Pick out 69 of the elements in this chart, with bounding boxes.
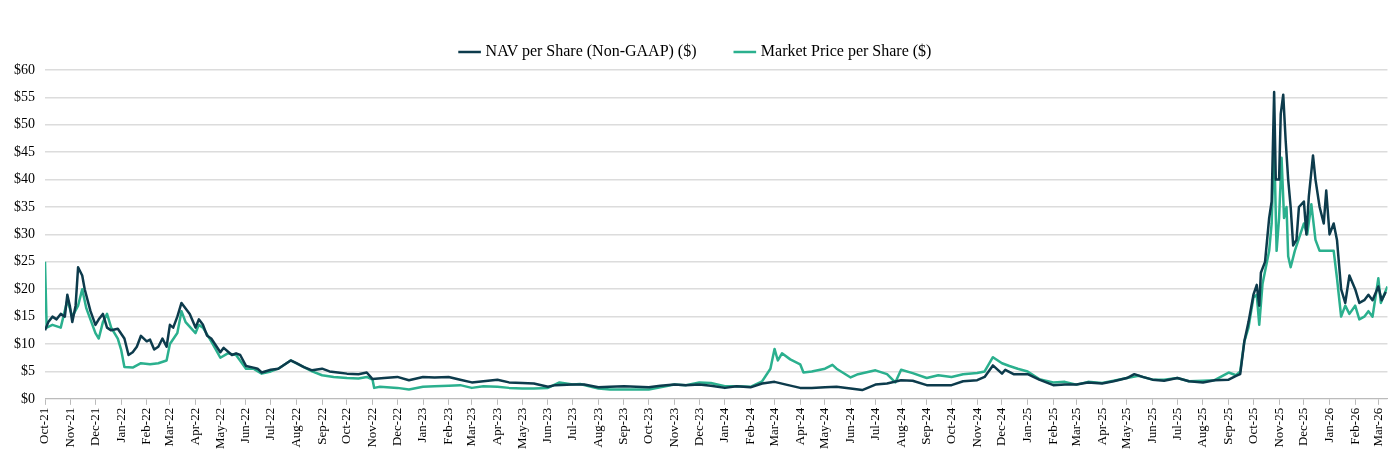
- x-tick-label: Jun-22: [237, 407, 253, 444]
- x-tick-label: Dec-23: [690, 407, 706, 447]
- x-tick-label: Jan-22: [112, 407, 128, 443]
- x-tick-label: Aug-24: [892, 407, 908, 448]
- x-tick-label: Aug-25: [1194, 407, 1210, 448]
- x-tick-label: Jan-26: [1320, 407, 1336, 443]
- x-tick-label: Jun-23: [539, 407, 555, 444]
- x-tick-label: Jan-24: [716, 407, 732, 443]
- y-tick-label: $15: [14, 308, 35, 324]
- y-tick-label: $30: [14, 226, 35, 242]
- x-tick-label: Jul-22: [262, 407, 278, 441]
- x-tick-label: Jul-24: [866, 407, 882, 441]
- x-tick-label: Oct-21: [36, 407, 52, 444]
- x-tick-label: Mar-26: [1369, 407, 1385, 447]
- x-tick-label: Apr-24: [791, 407, 807, 446]
- x-tick-label: Mar-24: [765, 407, 781, 447]
- x-tick-label: Apr-23: [488, 407, 504, 446]
- x-tick-label: Jun-25: [1143, 407, 1159, 444]
- x-tick-label: Sep-25: [1220, 407, 1236, 445]
- x-tick-label: Oct-22: [338, 407, 354, 444]
- x-tick-label: Dec-22: [388, 407, 404, 447]
- x-tick-label: Jul-25: [1168, 407, 1184, 441]
- x-tick-label: Feb-22: [138, 407, 154, 445]
- y-tick-label: $40: [14, 171, 35, 187]
- x-tick-label: Apr-25: [1093, 407, 1109, 446]
- x-tick-label: Mar-25: [1067, 407, 1083, 447]
- y-tick-label: $25: [14, 253, 35, 269]
- x-tick-label: Oct-24: [942, 407, 958, 444]
- x-tick-label: May-24: [816, 407, 832, 450]
- y-tick-label: $5: [21, 363, 35, 379]
- x-tick-label: Sep-22: [313, 407, 329, 445]
- y-tick-label: $55: [14, 89, 35, 105]
- x-tick-label: Feb-25: [1044, 407, 1060, 445]
- y-tick-label: $20: [14, 280, 35, 296]
- legend-label: Market Price per Share ($): [760, 42, 932, 61]
- x-tick-label: Feb-24: [741, 407, 757, 445]
- y-tick-label: $60: [14, 61, 35, 77]
- x-tick-label: Dec-24: [993, 407, 1009, 447]
- x-tick-label: Nov-22: [363, 407, 379, 448]
- x-tick-label: Aug-23: [589, 407, 605, 448]
- x-tick-label: May-25: [1118, 407, 1134, 450]
- x-tick-label: Sep-23: [615, 407, 631, 445]
- x-tick-label: Sep-24: [918, 407, 934, 445]
- x-tick-label: Nov-25: [1270, 407, 1286, 448]
- y-tick-label: $10: [14, 335, 35, 351]
- x-tick-label: Nov-23: [665, 407, 681, 448]
- x-tick-label: Aug-22: [287, 407, 303, 448]
- x-tick-label: May-22: [211, 407, 227, 450]
- x-tick-label: Feb-23: [440, 407, 456, 445]
- y-tick-label: $50: [14, 116, 35, 132]
- x-tick-label: Nov-21: [62, 407, 78, 448]
- x-tick-label: Mar-23: [463, 407, 479, 447]
- y-tick-label: $45: [14, 143, 35, 159]
- x-tick-label: Oct-23: [640, 407, 656, 444]
- x-tick-label: Jan-23: [414, 407, 430, 443]
- x-tick-label: Apr-22: [186, 407, 202, 446]
- x-tick-label: Dec-25: [1295, 407, 1311, 447]
- x-tick-label: Nov-24: [968, 407, 984, 448]
- y-tick-label: $0: [21, 390, 35, 406]
- x-tick-label: Jun-24: [842, 407, 858, 444]
- x-tick-label: Dec-21: [86, 407, 102, 447]
- x-tick-label: May-23: [513, 407, 529, 450]
- x-tick-label: Jul-23: [564, 407, 580, 441]
- y-tick-label: $35: [14, 198, 35, 214]
- x-tick-label: Mar-22: [161, 407, 177, 447]
- legend-label: NAV per Share (Non-GAAP) ($): [485, 42, 697, 61]
- x-tick-label: Feb-26: [1346, 407, 1362, 445]
- x-tick-label: Jan-25: [1019, 407, 1035, 443]
- x-tick-label: Oct-25: [1244, 407, 1260, 444]
